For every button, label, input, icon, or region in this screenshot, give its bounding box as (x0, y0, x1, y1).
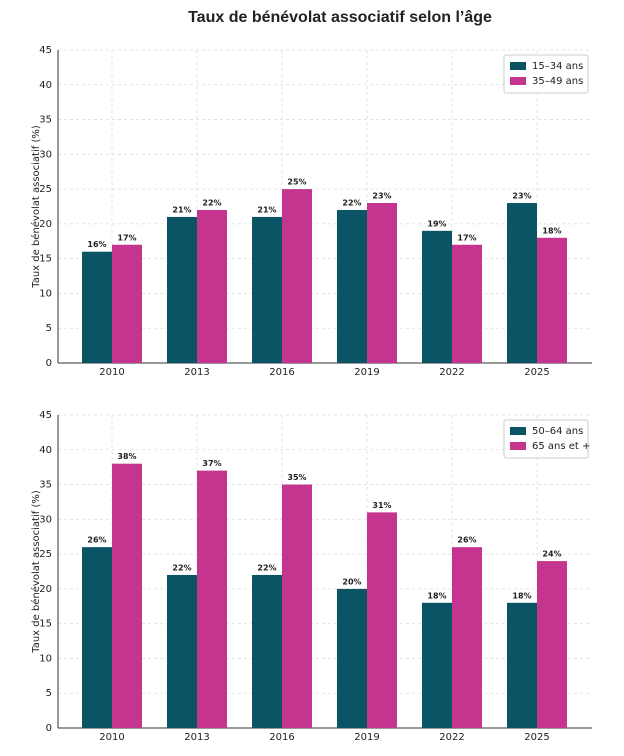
y-tick-label: 5 (46, 323, 52, 334)
y-axis-label: Taux de bénévolat associatif (%) (30, 125, 42, 289)
page-title: Taux de bénévolat associatif selon l’âge (188, 9, 492, 26)
y-tick-label: 10 (39, 653, 52, 664)
value-label: 22% (202, 198, 221, 207)
bar (507, 203, 537, 363)
legend-swatch (510, 77, 526, 85)
value-label: 21% (257, 205, 276, 214)
value-label: 18% (427, 591, 446, 600)
x-tick-label: 2025 (524, 367, 549, 378)
y-tick-label: 25 (39, 184, 52, 195)
y-tick-label: 35 (39, 480, 52, 491)
bar (112, 244, 142, 363)
x-tick-label: 2010 (99, 732, 124, 743)
bar (452, 547, 482, 728)
value-label: 24% (542, 550, 561, 559)
x-tick-label: 2025 (524, 732, 549, 743)
legend-label: 50–64 ans (532, 426, 583, 437)
x-tick-label: 2022 (439, 367, 464, 378)
bar (82, 251, 112, 363)
bar (252, 574, 282, 728)
legend-label: 15–34 ans (532, 61, 583, 72)
legend-swatch (510, 427, 526, 435)
y-tick-label: 45 (39, 45, 52, 56)
bar (422, 602, 452, 728)
y-tick-label: 30 (39, 149, 52, 160)
y-axis-label: Taux de bénévolat associatif (%) (30, 490, 42, 654)
y-tick-label: 25 (39, 549, 52, 560)
value-label: 26% (87, 536, 106, 545)
value-label: 22% (172, 563, 191, 572)
bar (337, 209, 367, 363)
bar (112, 463, 142, 728)
bar (367, 203, 397, 363)
value-label: 16% (87, 240, 106, 249)
x-tick-label: 2019 (354, 732, 379, 743)
x-tick-label: 2013 (184, 732, 209, 743)
value-label: 23% (372, 192, 391, 201)
bar (197, 470, 227, 728)
value-label: 31% (372, 501, 391, 510)
bar (167, 574, 197, 728)
bar (82, 547, 112, 728)
x-tick-label: 2010 (99, 367, 124, 378)
value-label: 37% (202, 459, 221, 468)
value-label: 35% (287, 473, 306, 482)
value-label: 17% (117, 233, 136, 242)
value-label: 38% (117, 452, 136, 461)
y-tick-label: 40 (39, 445, 52, 456)
legend-label: 35–49 ans (532, 76, 583, 87)
value-label: 19% (427, 219, 446, 228)
legend-swatch (510, 442, 526, 450)
legend-label: 65 ans et + (532, 441, 590, 452)
value-label: 26% (457, 536, 476, 545)
x-tick-label: 2013 (184, 367, 209, 378)
bar (197, 209, 227, 363)
x-tick-label: 2016 (269, 732, 294, 743)
y-tick-label: 45 (39, 410, 52, 421)
legend-swatch (510, 62, 526, 70)
bar (452, 244, 482, 363)
value-label: 23% (512, 192, 531, 201)
bar (167, 216, 197, 363)
bar (422, 230, 452, 363)
value-label: 20% (342, 577, 361, 586)
value-label: 22% (342, 198, 361, 207)
y-tick-label: 30 (39, 514, 52, 525)
y-tick-label: 10 (39, 288, 52, 299)
bar (507, 602, 537, 728)
bar (282, 484, 312, 728)
value-label: 22% (257, 563, 276, 572)
bar (537, 561, 567, 728)
y-tick-label: 0 (46, 358, 52, 369)
y-tick-label: 15 (39, 619, 52, 630)
y-tick-label: 20 (39, 219, 52, 230)
x-tick-label: 2016 (269, 367, 294, 378)
x-tick-label: 2022 (439, 732, 464, 743)
y-tick-label: 0 (46, 723, 52, 734)
y-tick-label: 5 (46, 688, 52, 699)
value-label: 21% (172, 205, 191, 214)
value-label: 18% (512, 591, 531, 600)
y-tick-label: 35 (39, 115, 52, 126)
bar (537, 237, 567, 363)
value-label: 18% (542, 226, 561, 235)
y-tick-label: 20 (39, 584, 52, 595)
bar (367, 512, 397, 728)
x-tick-label: 2019 (354, 367, 379, 378)
value-label: 25% (287, 178, 306, 187)
value-label: 17% (457, 233, 476, 242)
bar (337, 588, 367, 728)
y-tick-label: 15 (39, 254, 52, 265)
y-tick-label: 40 (39, 80, 52, 91)
bar (252, 216, 282, 363)
bar (282, 189, 312, 363)
